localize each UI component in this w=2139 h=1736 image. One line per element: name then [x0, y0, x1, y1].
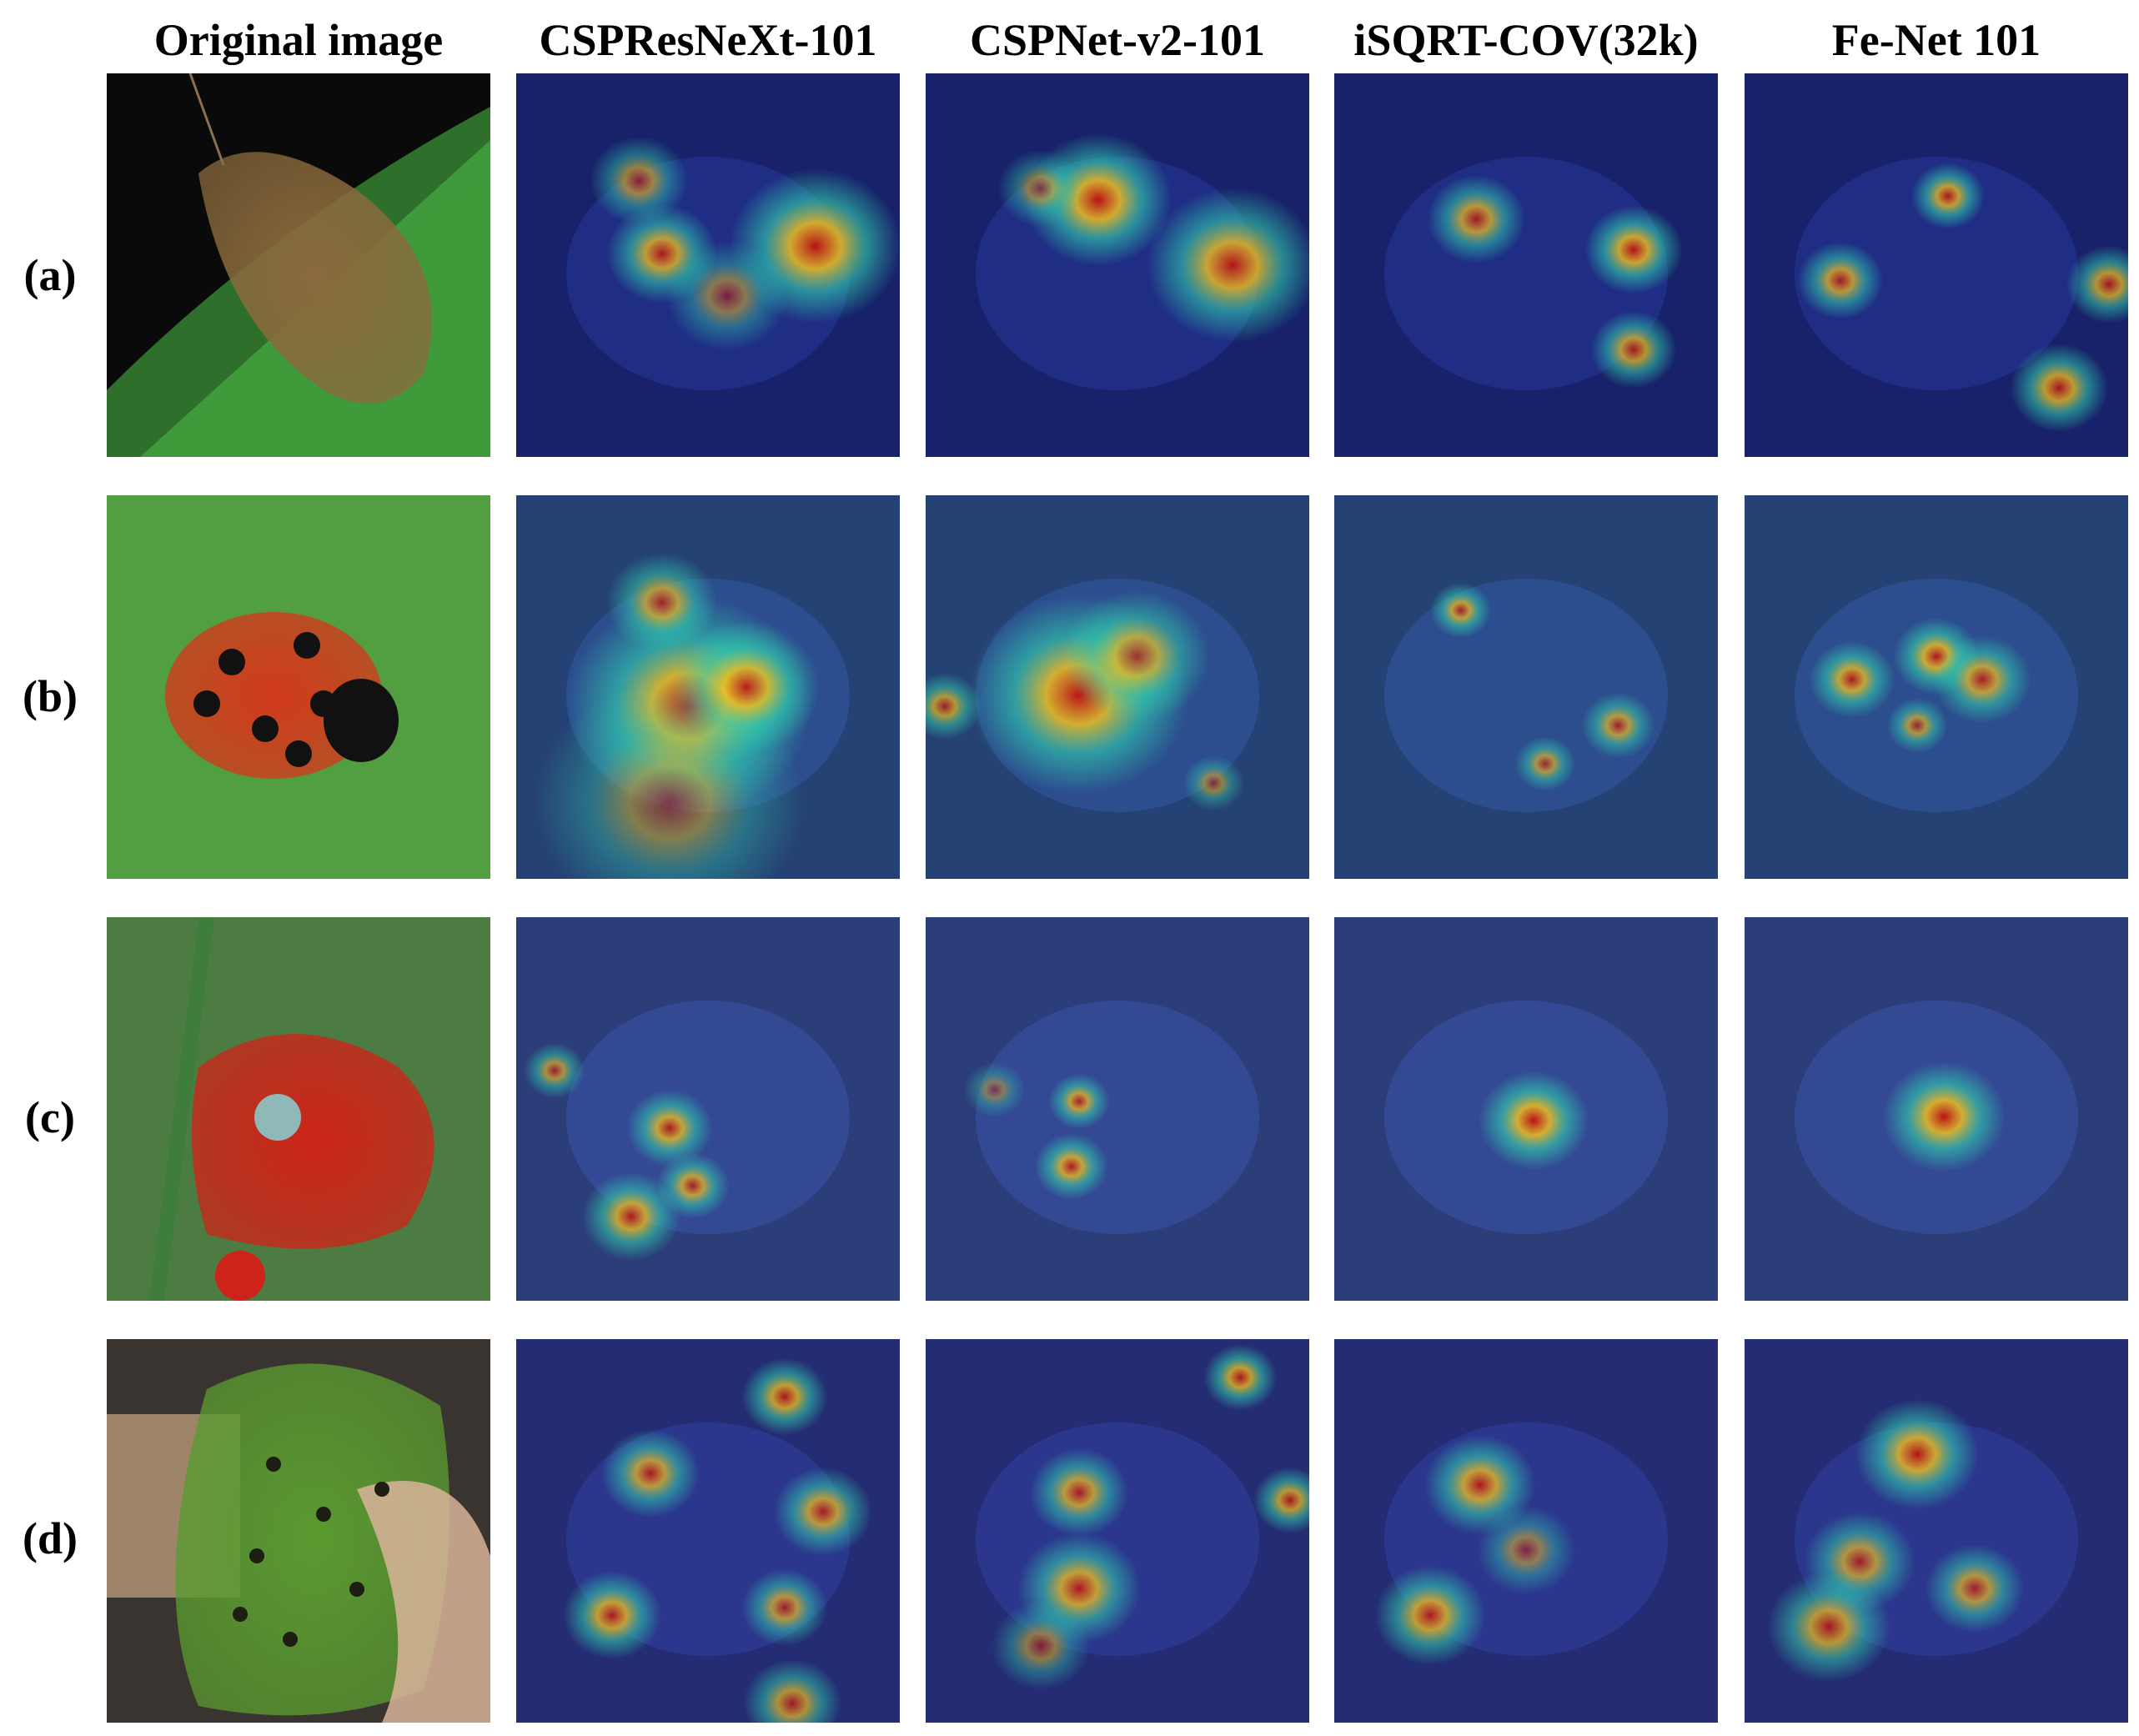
activation-hotspot [1146, 188, 1309, 343]
heatmap-red-pepper-3 [1334, 917, 1718, 1301]
row-label-d: (d) [23, 1513, 78, 1563]
activation-hotspot [1797, 242, 1884, 319]
activation-hotspot [1062, 590, 1211, 723]
activation-hotspot [1886, 697, 1948, 754]
activation-hotspot [1581, 692, 1655, 759]
row-label-a: (a) [23, 250, 77, 300]
activation-hotspot [1203, 1344, 1278, 1411]
column-header-original: Original image [153, 15, 444, 65]
original-image-ladybug [107, 495, 490, 879]
activation-hotspot [1514, 735, 1576, 792]
activation-hotspot [741, 1568, 828, 1647]
activation-hotspot [582, 1172, 680, 1261]
column-header-cspresnext: CSPResNeXt-101 [539, 15, 877, 65]
heatmap-ladybug-1 [516, 495, 900, 879]
activation-hotspot [1911, 163, 1985, 229]
activation-hotspot [1430, 582, 1492, 639]
activation-hotspot [1590, 310, 1677, 389]
activation-hotspot [1584, 205, 1683, 294]
activation-hotspot [1882, 1061, 2006, 1172]
object-silhouette [1795, 157, 2078, 390]
activation-hotspot [992, 1602, 1090, 1690]
activation-hotspot [1767, 1571, 1890, 1683]
activation-hotspot [1048, 1073, 1110, 1129]
original-image-moth [107, 73, 490, 457]
heatmap-red-pepper-2 [926, 917, 1309, 1301]
activation-hotspot [535, 680, 805, 879]
heatmap-ladybug-3 [1334, 495, 1718, 879]
activation-hotspot [964, 1061, 1026, 1118]
heatmap-green-pepper-1 [516, 1339, 900, 1723]
heatmap-green-pepper-3 [1334, 1339, 1718, 1723]
activation-hotspot [1933, 635, 2032, 724]
row-label-c: (c) [25, 1092, 75, 1142]
activation-hotspot [1926, 1544, 2024, 1633]
heatmap-moth-2 [926, 73, 1309, 457]
activation-hotspot [606, 553, 718, 653]
activation-hotspot [1855, 1398, 1979, 1510]
heatmap-moth-3 [1334, 73, 1718, 457]
activation-hotspot [741, 1357, 828, 1436]
activation-hotspot [1182, 755, 1244, 811]
activation-hotspot [665, 240, 789, 352]
heatmap-moth-4 [1745, 73, 2128, 457]
activation-hotspot [563, 1571, 661, 1660]
column-header-cspnet: CSPNet-v2-101 [970, 15, 1265, 65]
activation-hotspot [524, 1042, 585, 1099]
activation-hotspot [1477, 1506, 1575, 1594]
activation-hotspot [1374, 1565, 1486, 1665]
activation-hotspot [997, 149, 1084, 228]
activation-hotspot [1427, 174, 1526, 263]
heatmap-red-pepper-1 [516, 917, 900, 1301]
heatmap-ladybug-2 [926, 495, 1309, 879]
activation-hotspot [590, 136, 689, 225]
heatmap-red-pepper-4 [1745, 917, 2128, 1301]
activation-hotspot [774, 1468, 872, 1556]
activation-hotspot [1034, 1133, 1108, 1200]
activation-hotspot [743, 1659, 842, 1723]
activation-hotspot [1809, 640, 1895, 719]
heatmap-green-pepper-4 [1745, 1339, 2128, 1723]
object-silhouette [1795, 579, 2078, 812]
row-label-b: (b) [23, 671, 78, 721]
heatmap-moth-1 [516, 73, 900, 457]
activation-hotspot [2010, 344, 2109, 433]
activation-hotspot [601, 1429, 700, 1518]
activation-hotspot [1478, 1071, 1589, 1171]
heatmap-ladybug-4 [1745, 495, 2128, 879]
activation-hotspot [926, 673, 982, 740]
column-header-fenet: Fe-Net 101 [1831, 15, 2041, 65]
original-image-green-pepper [107, 1339, 490, 1723]
column-header-isqrt: iSQRT-COV(32k) [1353, 15, 1699, 65]
activation-hotspot [1030, 1448, 1128, 1537]
activation-hotspot [2066, 245, 2128, 324]
heatmap-green-pepper-2 [926, 1339, 1309, 1723]
activation-hotspot [626, 1089, 713, 1167]
activation-hotspot [1253, 1467, 1309, 1533]
original-image-red-pepper [107, 917, 490, 1301]
